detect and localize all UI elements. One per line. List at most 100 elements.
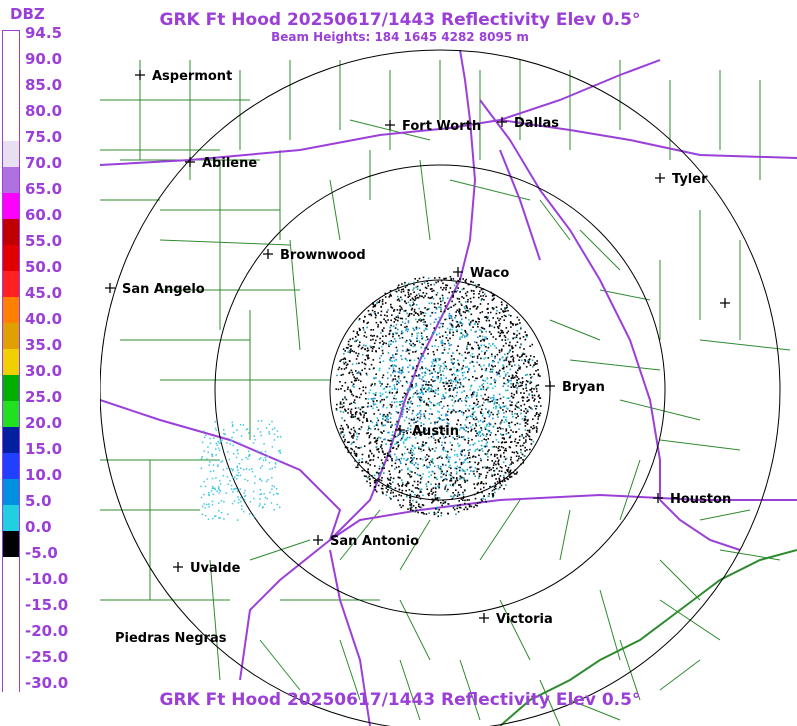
highways [100,49,797,726]
city-marker: San Antonio [313,534,419,549]
legend-label: 75.0 [25,128,63,146]
city-cross-icon [105,283,115,293]
legend-label: -25.0 [25,648,69,666]
city-label: Dallas [514,116,559,131]
legend-swatch [3,323,19,349]
legend-label: 85.0 [25,76,63,94]
city-marker: San Angelo [105,282,205,297]
coastline [499,549,797,726]
legend-swatch [3,427,19,453]
city-cross-icon [479,613,489,623]
city-marker: Brownwood [263,248,366,263]
city-cross-icon [720,298,730,308]
city-cross-icon [497,117,507,127]
legend-swatch [3,89,19,115]
legend-swatch [3,479,19,505]
city-marker: Uvalde [173,561,241,576]
city-label: Fort Worth [402,119,481,134]
legend-swatch [3,349,19,375]
legend-swatch [3,635,19,661]
city-label: San Antonio [330,534,419,549]
city-label: Piedras Negras [115,631,227,646]
city-marker: Bryan [545,380,605,395]
legend-label: 50.0 [25,258,63,276]
legend-swatch [3,271,19,297]
legend-label: -30.0 [25,674,69,692]
legend-label: 45.0 [25,284,63,302]
city-cross-icon [173,562,183,572]
beam-heights: Beam Heights: 184 1645 4282 8095 m [271,30,529,44]
city-cross-icon [395,425,405,435]
city-label: Abilene [202,156,257,171]
legend-swatch [3,609,19,635]
city-cross-icon [655,173,665,183]
legend-swatch [3,115,19,141]
legend-swatch [3,557,19,583]
legend-swatch [3,193,19,219]
legend-unit: DBZ [10,5,45,23]
legend-label: 65.0 [25,180,63,198]
city-cross-icon [545,381,555,391]
legend-label: -10.0 [25,570,69,588]
legend-label: 15.0 [25,440,63,458]
city-label: Brownwood [280,248,366,263]
legend-label: 20.0 [25,414,63,432]
city-cross-icon [313,535,323,545]
city-marker: Austin [395,424,459,439]
city-cross-icon [135,70,145,80]
legend-swatch [3,167,19,193]
legend-label: -15.0 [25,596,69,614]
legend-label: -20.0 [25,622,69,640]
legend-label: 60.0 [25,206,63,224]
city-label: San Angelo [122,282,205,297]
legend-label: 5.0 [25,492,52,510]
city-marker: Fort Worth [385,119,481,134]
city-label: Aspermont [152,69,232,84]
legend-swatch [3,141,19,167]
city-label: Bryan [562,380,605,395]
radar-map: Aspermont Fort Worth Dallas Abilene Tyler Bro… [100,49,797,726]
legend-label: 70.0 [25,154,63,172]
city-cross-icon [653,493,663,503]
legend-swatch [3,531,19,557]
map-title: GRK Ft Hood 20250617/1443 Reflectivity E… [159,10,641,30]
city-label: Austin [412,424,459,439]
legend-label: 80.0 [25,102,63,120]
city-label: Houston [670,492,731,507]
city-marker: Aspermont [135,69,232,84]
legend-swatch [3,375,19,401]
legend-color-bar [2,30,20,713]
legend-label: 40.0 [25,310,63,328]
city-label: Tyler [672,172,708,187]
city-marker: Dallas [497,116,559,131]
legend-label: 25.0 [25,388,63,406]
radar-echoes [200,276,542,521]
city-cross-icon [453,267,463,277]
city-marker: Piedras Negras [115,631,227,646]
legend-swatch [3,63,19,89]
city-cross-icon [185,157,195,167]
city-cross-icon [385,120,395,130]
city-label: Waco [470,266,509,281]
city-marker: Houston [653,492,731,507]
city-label: Uvalde [190,561,241,576]
legend-swatch [3,505,19,531]
legend-swatch [3,453,19,479]
legend-swatch [3,401,19,427]
city-marker: Abilene [185,156,257,171]
legend-label: 90.0 [25,50,63,68]
legend-swatch [3,297,19,323]
legend-swatch [3,245,19,271]
legend-swatch [3,661,19,687]
city-marker: Waco [453,266,509,281]
legend-swatch [3,583,19,609]
legend-label: 0.0 [25,518,52,536]
legend-swatch [3,219,19,245]
city-label: Victoria [496,612,553,627]
legend-label: 94.5 [25,24,63,42]
legend-label: 30.0 [25,362,63,380]
legend-label: 10.0 [25,466,63,484]
city-marker [720,298,730,308]
city-cross-icon [263,249,273,259]
legend-swatch [3,687,19,713]
